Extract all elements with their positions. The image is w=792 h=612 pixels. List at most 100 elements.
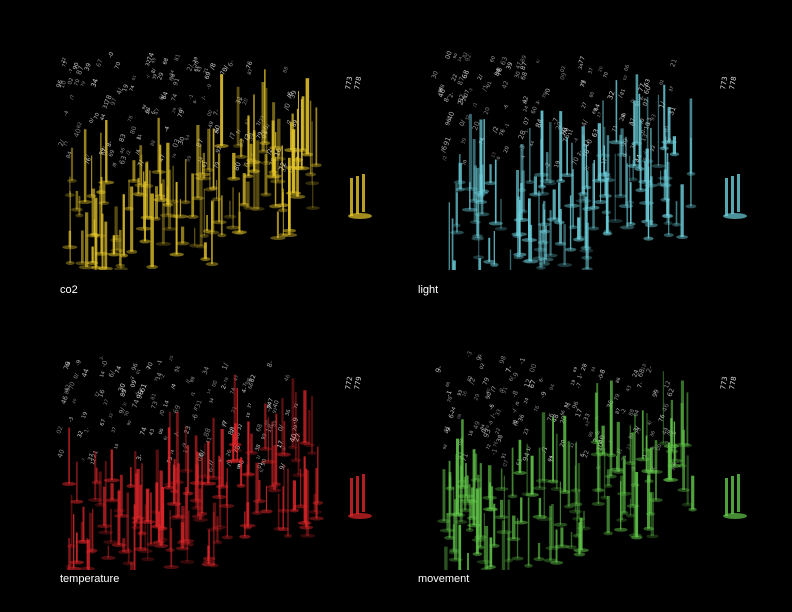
bar-base (297, 521, 312, 525)
annotation-glyph: 37 (629, 117, 637, 126)
annotation-glyph: 8/ (150, 68, 157, 75)
annotation-glyph: 79 (256, 131, 264, 139)
annotation-glyph: 31 (195, 399, 204, 409)
sensor-bar (185, 487, 188, 542)
annotation-glyph: 2- (448, 92, 456, 99)
sensor-bar (305, 468, 308, 528)
sensor-bar (175, 467, 178, 518)
annotation-glyph: 00 (211, 380, 219, 388)
annotation-glyph: 90 (260, 458, 268, 467)
sensor-bar (574, 465, 576, 512)
annotation-glyph: 6/ (259, 467, 266, 474)
annotation-glyph: 66 (248, 382, 256, 390)
bar-base (299, 533, 316, 538)
legend-label: 773 (344, 76, 354, 91)
bar-base (602, 231, 613, 236)
annotation-glyph: 70 (559, 126, 570, 137)
legend-bar (731, 476, 734, 514)
sensor-bar (247, 115, 250, 177)
annotation-glyph: 73 (293, 402, 300, 409)
annotation-glyph: 9- (434, 364, 444, 374)
annotation-glyph: /1 (243, 161, 250, 168)
annotation-glyph: 19 (81, 411, 89, 419)
sensor-bar (463, 476, 467, 511)
annotation-glyph: 07 (463, 89, 471, 98)
bar-base (197, 474, 213, 479)
annotation-glyph: /8 (494, 66, 504, 75)
sensor-bar (282, 486, 284, 529)
sensor-bar (500, 199, 502, 229)
bar-base (289, 194, 306, 199)
sensor-bar (479, 119, 483, 196)
sensor-bar (126, 492, 129, 552)
annotation-glyph: 02 (663, 125, 671, 133)
sensor-bar (650, 492, 654, 537)
sensor-bar (208, 529, 210, 559)
annotation-glyph: 62 (666, 387, 676, 398)
annotation-glyph: 46 (119, 147, 127, 155)
annotation-glyph: 47 (154, 108, 162, 116)
annotation-glyph: 60 (444, 381, 451, 388)
annotation-glyph: 98 (442, 443, 449, 450)
annotation-glyph: -1 (517, 356, 527, 365)
sensor-bar (68, 427, 70, 484)
annotation-glyph: -3 (68, 416, 75, 423)
annotation-glyph: 34 (457, 56, 464, 63)
sensor-bar (82, 506, 85, 542)
bar-base (521, 492, 533, 497)
sensor-bar (199, 178, 203, 247)
bar-base (566, 545, 577, 550)
sensor-bar (91, 188, 96, 236)
annotation-glyph: 36 (518, 414, 526, 423)
annotation-glyph: 61 (150, 393, 158, 401)
sensor-bar (236, 387, 238, 461)
annotation-glyph: 91 (502, 386, 510, 394)
sensor-bar (454, 499, 458, 560)
sensor-bar (666, 161, 670, 224)
annotation-glyph: 14 (99, 370, 107, 378)
sensor-bar (161, 179, 165, 244)
bar-base (303, 443, 316, 448)
annotation-glyph: 3- (135, 452, 145, 461)
annotation-glyph: 22 (494, 427, 502, 435)
annotation-glyph: 87 (75, 65, 86, 76)
bar-base (152, 216, 161, 221)
annotation-glyph: 9- (475, 352, 485, 362)
sensor-bar (275, 132, 277, 148)
legend-label: 778 (353, 76, 363, 91)
sensor-bar (458, 162, 462, 190)
sensor-bar (575, 441, 577, 505)
legend-bar (737, 174, 740, 212)
annotation-glyph: 88 (227, 426, 237, 437)
sensor-bar (290, 122, 292, 151)
annotation-glyph: 69 (172, 404, 182, 415)
bar-base (87, 548, 98, 553)
annotation-glyph: 40 (212, 124, 222, 135)
annotation-glyph: 6/ (162, 435, 168, 441)
bar-base (553, 522, 568, 527)
bar-base (98, 530, 114, 535)
annotation-glyph: 9/ (279, 462, 288, 471)
sensor-bar (500, 499, 504, 518)
sensor-bar (240, 138, 243, 157)
sensor-bar (258, 480, 261, 502)
sensor-bar (533, 176, 537, 195)
bar-base (131, 520, 142, 525)
annotation-glyph: 4/ (580, 118, 590, 128)
annotation-glyph: 43 (148, 428, 156, 436)
bar-base (536, 265, 546, 270)
annotation-glyph: 60 (485, 387, 492, 394)
annotation-glyph: 79 (80, 80, 87, 87)
sensor-bar (470, 501, 474, 519)
sensor-bar (666, 153, 669, 217)
sensor-bar (122, 194, 125, 256)
annotation-glyph: /- (489, 411, 498, 419)
sensor-bar (144, 504, 146, 551)
sensor-bar (194, 227, 196, 246)
sensor-bar (69, 191, 71, 263)
sensor-bar (137, 177, 140, 195)
annotation-glyph: 88 (189, 376, 197, 384)
annotation-glyph: 7/ (235, 129, 242, 136)
bar-base (141, 557, 155, 562)
bar-base (598, 193, 612, 198)
